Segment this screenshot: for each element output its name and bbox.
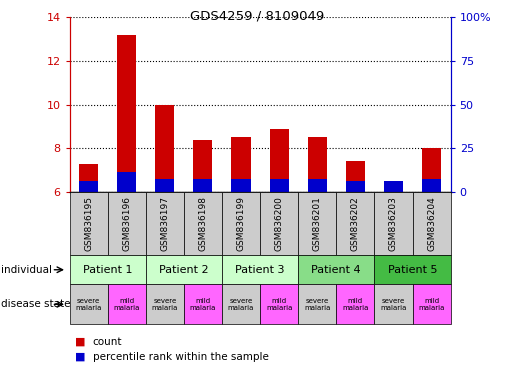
Bar	[374, 284, 413, 324]
Text: GSM836196: GSM836196	[122, 196, 131, 251]
Bar	[117, 35, 136, 192]
Bar	[146, 192, 184, 255]
Bar	[374, 255, 451, 284]
Bar	[422, 179, 441, 192]
Bar	[336, 192, 374, 255]
Bar	[194, 140, 213, 192]
Bar	[384, 181, 403, 192]
Bar	[222, 284, 260, 324]
Bar	[298, 284, 336, 324]
Bar	[184, 284, 222, 324]
Bar	[156, 105, 175, 192]
Bar	[184, 192, 222, 255]
Text: GSM836199: GSM836199	[236, 196, 246, 251]
Bar	[108, 192, 146, 255]
Bar	[146, 284, 184, 324]
Bar	[298, 255, 374, 284]
Text: mild
malaria: mild malaria	[190, 298, 216, 311]
Text: GSM836201: GSM836201	[313, 196, 322, 251]
Text: GSM836204: GSM836204	[427, 196, 436, 251]
Bar	[108, 284, 146, 324]
Text: mild
malaria: mild malaria	[266, 298, 293, 311]
Text: ■: ■	[75, 337, 85, 347]
Bar	[70, 255, 146, 284]
Text: Patient 1: Patient 1	[83, 265, 132, 275]
Text: severe
malaria: severe malaria	[151, 298, 178, 311]
Bar	[346, 181, 365, 192]
Bar	[384, 183, 403, 192]
Bar	[260, 192, 298, 255]
Text: ■: ■	[75, 352, 85, 362]
Text: mild
malaria: mild malaria	[113, 298, 140, 311]
Bar	[222, 192, 260, 255]
Bar	[298, 192, 336, 255]
Text: GSM836195: GSM836195	[84, 196, 93, 251]
Bar	[222, 255, 298, 284]
Bar	[413, 284, 451, 324]
Bar	[232, 137, 251, 192]
Bar	[413, 192, 451, 255]
Bar	[79, 181, 98, 192]
Text: GSM836203: GSM836203	[389, 196, 398, 251]
Text: mild
malaria: mild malaria	[342, 298, 369, 311]
Bar	[374, 192, 413, 255]
Text: GSM836198: GSM836198	[198, 196, 208, 251]
Bar	[346, 161, 365, 192]
Text: GSM836197: GSM836197	[160, 196, 169, 251]
Text: severe
malaria: severe malaria	[380, 298, 407, 311]
Bar	[270, 129, 289, 192]
Text: count: count	[93, 337, 122, 347]
Bar	[422, 148, 441, 192]
Bar	[336, 284, 374, 324]
Bar	[308, 137, 327, 192]
Bar	[308, 179, 327, 192]
Text: mild
malaria: mild malaria	[418, 298, 445, 311]
Text: severe
malaria: severe malaria	[75, 298, 102, 311]
Text: Patient 4: Patient 4	[312, 265, 361, 275]
Bar	[156, 179, 175, 192]
Text: disease state: disease state	[1, 299, 71, 310]
Text: individual: individual	[1, 265, 52, 275]
Bar	[232, 179, 251, 192]
Text: GDS4259 / 8109049: GDS4259 / 8109049	[191, 10, 324, 23]
Bar	[70, 284, 108, 324]
Text: Patient 5: Patient 5	[388, 265, 437, 275]
Bar	[117, 172, 136, 192]
Bar	[146, 255, 222, 284]
Text: Patient 2: Patient 2	[159, 265, 209, 275]
Bar	[70, 192, 108, 255]
Text: severe
malaria: severe malaria	[228, 298, 254, 311]
Text: GSM836202: GSM836202	[351, 196, 360, 251]
Text: severe
malaria: severe malaria	[304, 298, 331, 311]
Text: Patient 3: Patient 3	[235, 265, 285, 275]
Text: GSM836200: GSM836200	[274, 196, 284, 251]
Bar	[270, 179, 289, 192]
Bar	[194, 179, 213, 192]
Bar	[79, 164, 98, 192]
Text: percentile rank within the sample: percentile rank within the sample	[93, 352, 269, 362]
Bar	[260, 284, 298, 324]
